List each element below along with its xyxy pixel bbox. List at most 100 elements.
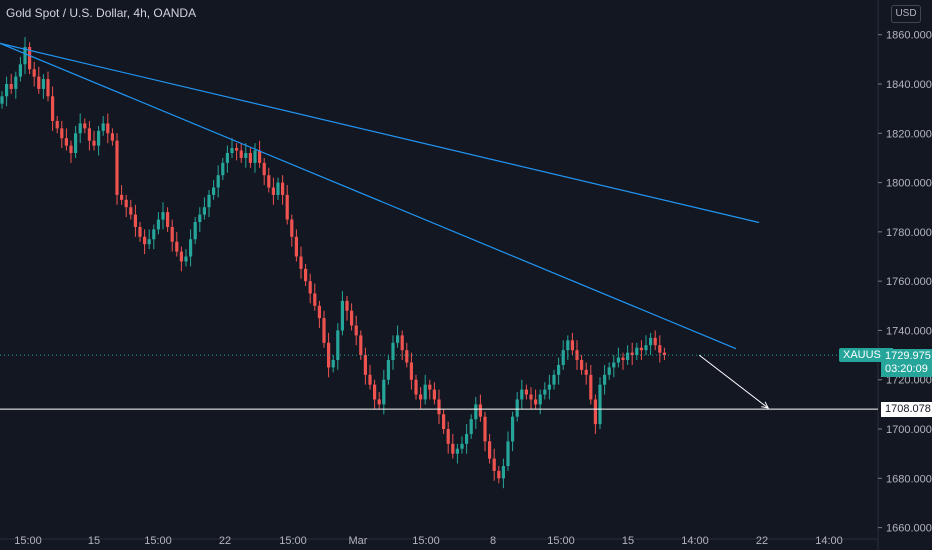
time-tick-label: 15 (622, 535, 634, 547)
candle-body (0, 96, 4, 104)
candle-body (69, 145, 73, 154)
candle-body (414, 379, 418, 395)
candle-body (308, 281, 312, 294)
candle-body (9, 84, 13, 89)
price-tick-label: 1800.000 (886, 178, 932, 190)
candle-body (377, 399, 381, 405)
candle-body (386, 360, 390, 380)
time-tick-label: 22 (756, 535, 768, 547)
candle-body (566, 340, 570, 351)
price-tick-label: 1700.000 (886, 424, 932, 436)
candle-body (584, 369, 588, 375)
candle-body (193, 222, 197, 240)
candle-body (28, 47, 32, 70)
candle-body (294, 236, 298, 257)
time-tick-label: 15 (88, 535, 100, 547)
candle-body (92, 140, 96, 146)
time-tick-label: 15:00 (14, 535, 42, 547)
candle-body (626, 352, 630, 361)
projection-arrow[interactable] (698, 354, 769, 409)
level-badge: 1708.078 (881, 402, 932, 417)
candle-body (78, 123, 82, 134)
price-tick-label: 1780.000 (886, 227, 932, 239)
candle-body (419, 394, 423, 400)
candle-body (497, 470, 501, 479)
candle-body (51, 96, 55, 121)
candle-body (547, 384, 551, 390)
candle-body (639, 347, 643, 351)
candle-body (524, 389, 528, 395)
candle-body (598, 384, 602, 425)
candle-body (359, 335, 363, 356)
candle-body (658, 345, 662, 353)
candle-body (244, 153, 248, 158)
candle-body (198, 214, 202, 223)
trendline-1[interactable] (0, 42, 760, 224)
price-tick-label: 1860.000 (886, 30, 932, 42)
candle-body (373, 384, 377, 400)
candle-body (32, 69, 36, 77)
time-tick-label: Mar (349, 535, 368, 547)
candle-body (460, 443, 464, 449)
candle-body (262, 162, 266, 176)
candle-body (580, 360, 584, 370)
candle-body (46, 79, 50, 97)
candle-body (189, 239, 193, 257)
candle-body (492, 458, 496, 471)
price-tick-label: 1680.000 (886, 473, 932, 485)
candle-body (649, 337, 653, 346)
candle-body (138, 226, 142, 237)
candle-body (184, 256, 188, 262)
candle-body (120, 194, 124, 200)
price-tick-label: 1720.000 (886, 375, 932, 387)
candle-body (593, 399, 597, 425)
candle-body (156, 219, 160, 230)
candle-body (23, 47, 27, 65)
projection-arrow-head (761, 401, 770, 409)
candle-body (267, 175, 271, 188)
candle-body (336, 330, 340, 361)
candle-body (561, 350, 565, 365)
candle-body (212, 187, 216, 195)
candle-body (143, 236, 147, 245)
candle-body (207, 194, 211, 208)
candle-body (202, 207, 206, 215)
candle-body (515, 399, 519, 417)
candle-body (101, 123, 105, 131)
candle-body (299, 256, 303, 269)
candle-body (350, 310, 354, 326)
time-tick-label: 14:00 (681, 535, 709, 547)
chart-title: Gold Spot / U.S. Dollar, 4h, OANDA (6, 6, 197, 20)
candle-body (607, 367, 611, 375)
candle-body (543, 389, 547, 395)
candle-body (428, 384, 432, 390)
trendline-2[interactable] (0, 42, 737, 350)
candle-body (60, 128, 64, 139)
price-tick-label: 1840.000 (886, 79, 932, 91)
candle-body (83, 123, 87, 129)
candle-body (538, 394, 542, 405)
grid (0, 0, 879, 550)
time-tick-label: 15:00 (279, 535, 307, 547)
candle-body (221, 162, 225, 176)
candle-body (110, 133, 114, 141)
candle-body (170, 226, 174, 242)
time-tick-label: 14:00 (815, 535, 843, 547)
candle-body (313, 293, 317, 306)
candle-body (570, 340, 574, 351)
candle-body (317, 305, 321, 319)
candle-body (87, 128, 91, 141)
candle-body (653, 337, 657, 346)
candle-body (423, 384, 427, 400)
candle-body (14, 76, 18, 89)
last-price-value-badge: 1729.975 03:20:09 (881, 349, 932, 377)
time-tick-label: 15:00 (412, 535, 440, 547)
currency-button[interactable]: USD (891, 5, 921, 23)
candle-body (161, 212, 165, 220)
candle-body (152, 229, 156, 240)
candle-body (451, 443, 455, 454)
candle-body (455, 448, 459, 454)
candle-body (55, 120, 59, 129)
candle-body (469, 419, 473, 434)
